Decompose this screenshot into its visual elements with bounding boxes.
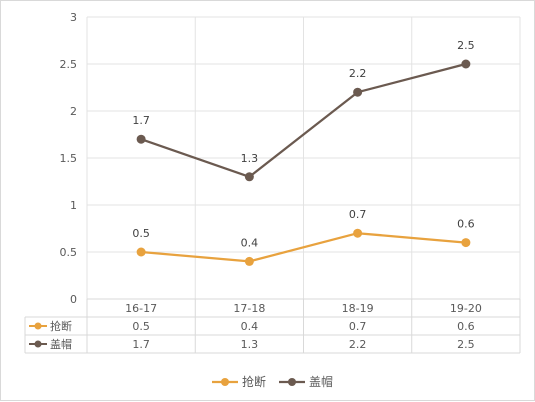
table-cell-value: 0.5 (132, 320, 150, 333)
data-label: 0.7 (349, 208, 367, 221)
table-legend-key-marker (34, 340, 42, 348)
category-label: 16-17 (125, 302, 157, 315)
y-tick-label: 1 (70, 199, 77, 212)
table-cell-value: 1.7 (132, 338, 150, 351)
table-series-name: 抢断 (50, 319, 72, 333)
data-label: 2.5 (457, 39, 475, 52)
legend-key-marker (288, 378, 296, 386)
y-axis-ticks: 0 0.5 1 1.5 2 2.5 3 (60, 11, 78, 306)
y-tick-label: 0.5 (60, 246, 78, 259)
y-tick-label: 2.5 (60, 58, 78, 71)
data-label: 0.5 (132, 227, 150, 240)
series-line-1 (141, 232, 466, 263)
table-series-name: 盖帽 (50, 337, 72, 351)
data-label: 0.6 (457, 218, 475, 231)
data-labels: 0.5 0.4 0.7 0.6 1.7 1.3 2.2 2.5 (132, 39, 474, 249)
y-tick-label: 1.5 (60, 152, 78, 165)
legend: 抢断 盖帽 (212, 374, 333, 389)
table-cell-value: 0.4 (241, 320, 259, 333)
data-label: 1.7 (132, 114, 150, 127)
legend-label: 抢断 (242, 374, 266, 389)
table-cell-value: 2.5 (457, 338, 475, 351)
table-legend-key-marker (34, 322, 42, 330)
data-point (353, 87, 363, 97)
gridlines (86, 16, 521, 300)
data-point (244, 256, 254, 266)
data-table: 16-17 17-18 18-19 19-20 抢断 0.5 0.4 0.7 0.6 盖帽 1.7 1… (24, 298, 521, 354)
data-label: 0.4 (241, 236, 259, 249)
table-cell-value: 2.2 (349, 338, 367, 351)
data-point (136, 247, 146, 257)
data-point (461, 59, 471, 69)
legend-key-marker (221, 378, 229, 386)
category-label: 17-18 (233, 302, 265, 315)
data-point (244, 172, 254, 182)
data-label: 2.2 (349, 67, 367, 80)
data-point (353, 228, 363, 238)
table-cell-value: 1.3 (241, 338, 259, 351)
table-cell-value: 0.6 (457, 320, 475, 333)
table-cell-value: 0.7 (349, 320, 367, 333)
category-label: 18-19 (342, 302, 374, 315)
data-label: 1.3 (241, 152, 259, 165)
data-point (461, 238, 471, 248)
y-tick-label: 3 (70, 11, 77, 24)
series-line-2 (140, 62, 467, 178)
y-tick-label: 0 (70, 293, 77, 306)
data-point (136, 134, 146, 144)
legend-label: 盖帽 (309, 374, 333, 389)
series-lines (136, 59, 471, 266)
y-tick-label: 2 (70, 105, 77, 118)
category-label: 19-20 (450, 302, 482, 315)
